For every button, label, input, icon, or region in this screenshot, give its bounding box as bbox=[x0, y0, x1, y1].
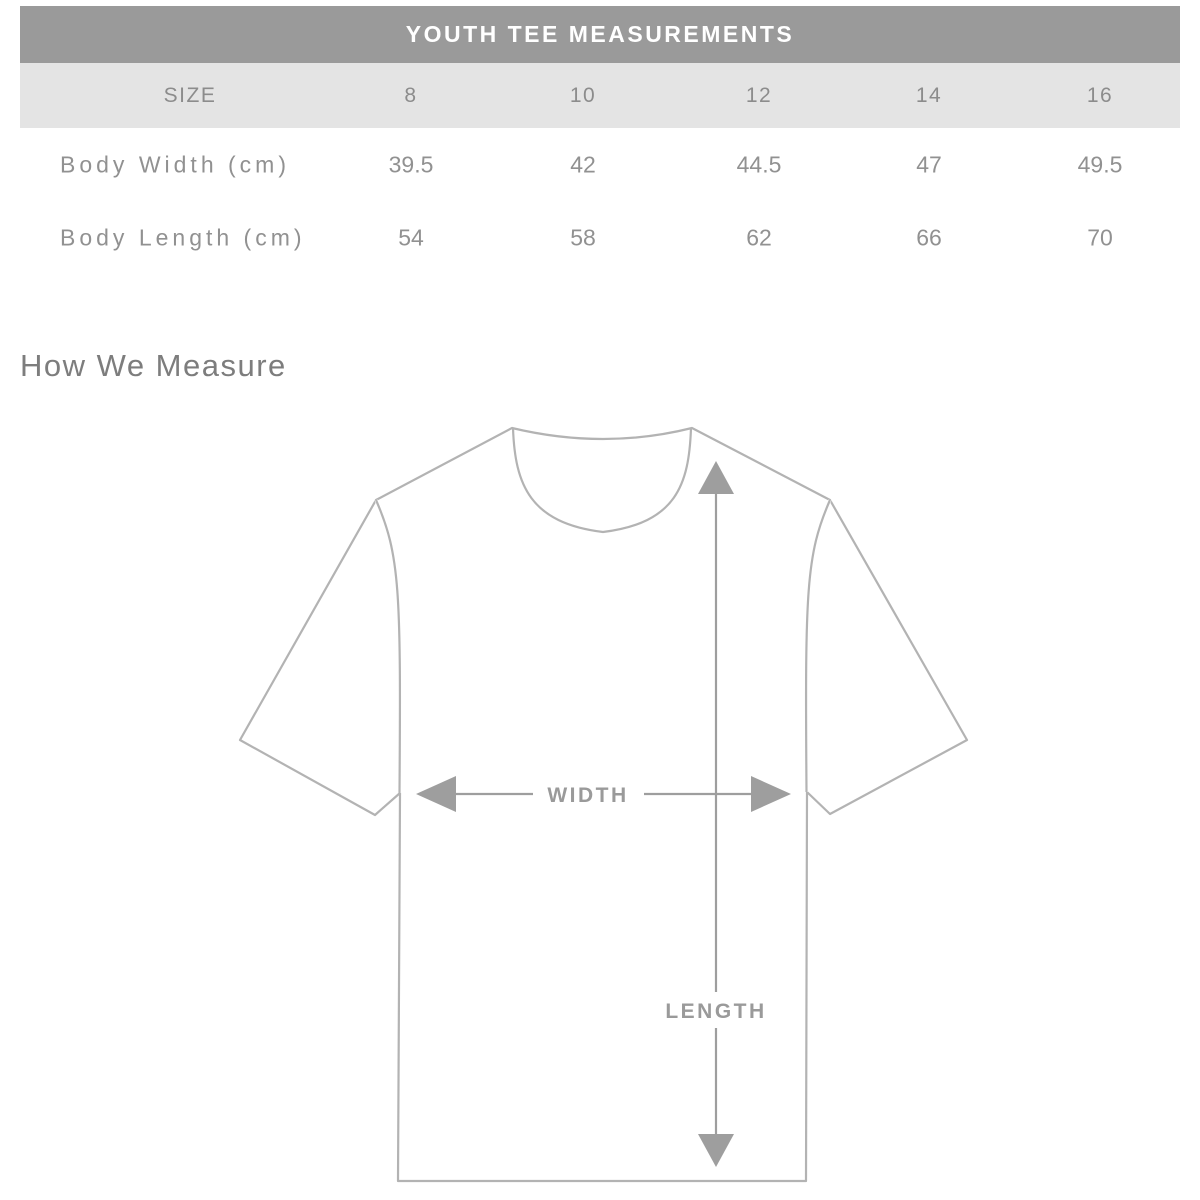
svg-text:WIDTH: WIDTH bbox=[547, 784, 628, 807]
svg-text:LENGTH: LENGTH bbox=[665, 1000, 766, 1023]
